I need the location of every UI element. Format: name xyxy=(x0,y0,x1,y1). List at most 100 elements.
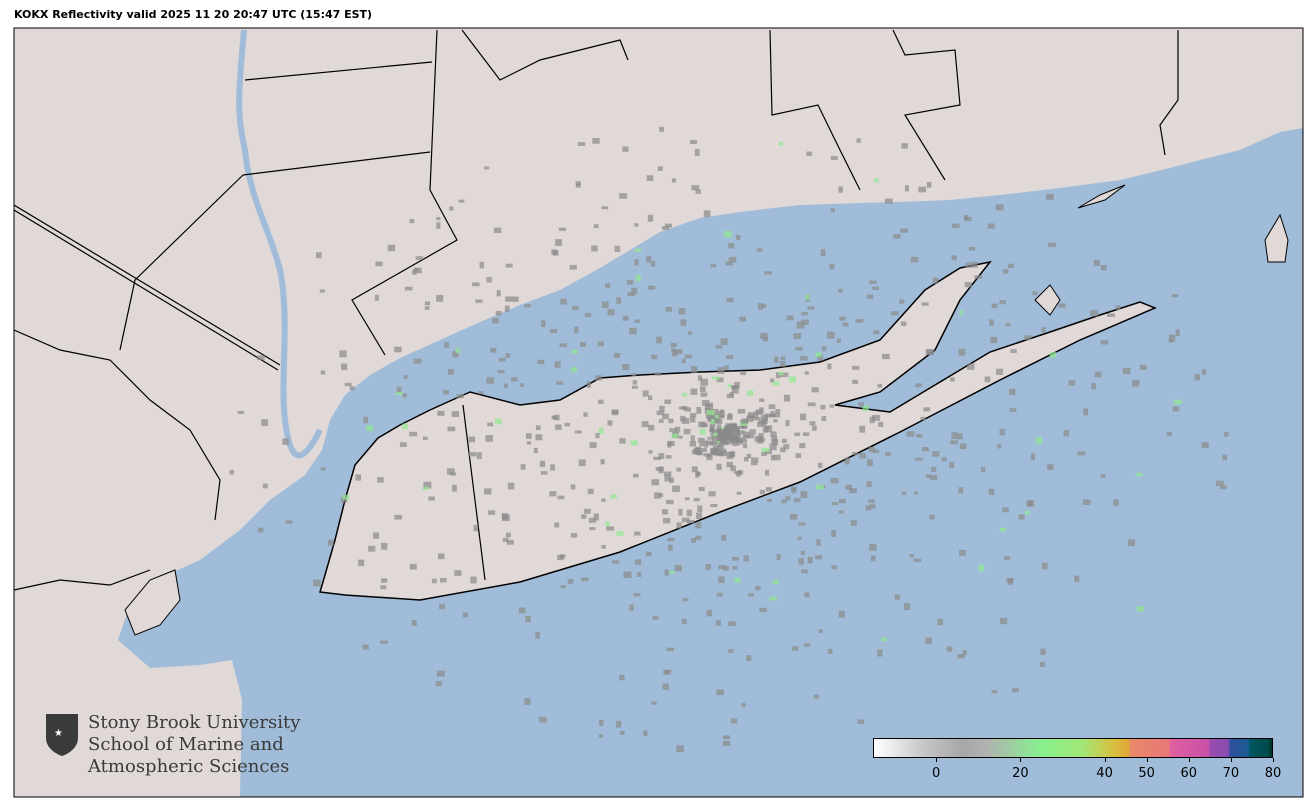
radar-echo xyxy=(665,306,673,312)
radar-echo xyxy=(484,166,490,170)
radar-echo xyxy=(409,563,417,570)
radar-echo xyxy=(479,261,484,269)
radar-echo xyxy=(1194,374,1200,381)
radar-echo xyxy=(830,208,835,213)
radar-echoes xyxy=(229,126,1229,753)
radar-echo xyxy=(661,226,670,230)
radar-echo xyxy=(868,499,875,503)
radar-echo xyxy=(380,585,387,590)
radar-echo xyxy=(671,350,678,357)
radar-echo xyxy=(503,383,509,388)
radar-echo xyxy=(601,206,609,210)
colorbar-tick xyxy=(1104,758,1106,762)
radar-echo xyxy=(949,461,955,469)
radar-echo xyxy=(684,407,691,412)
radar-echo xyxy=(672,485,680,493)
radar-echo xyxy=(1041,327,1046,333)
radar-echo xyxy=(611,409,619,415)
radar-echo xyxy=(893,234,901,239)
radar-echo xyxy=(747,434,755,439)
radar-echo xyxy=(368,545,376,552)
radar-echo xyxy=(599,719,604,726)
radar-echo xyxy=(524,304,531,308)
radar-echo xyxy=(926,181,932,188)
radar-echo xyxy=(700,392,708,397)
radar-echo xyxy=(769,443,777,451)
radar-echo xyxy=(743,431,750,437)
radar-echo xyxy=(759,398,765,402)
radar-echo xyxy=(662,517,671,524)
radar-echo xyxy=(831,530,836,538)
radar-echo xyxy=(730,718,738,724)
radar-echo xyxy=(381,578,388,583)
radar-echo xyxy=(505,532,511,538)
radar-echo xyxy=(773,454,781,461)
radar-echo xyxy=(439,578,447,583)
radar-echo xyxy=(1041,562,1048,570)
radar-echo xyxy=(399,442,407,448)
radar-echo xyxy=(664,474,671,482)
radar-echo xyxy=(801,319,809,325)
radar-echo xyxy=(657,166,663,171)
radar-echo xyxy=(1215,480,1224,487)
radar-echo xyxy=(381,542,388,550)
radar-echo xyxy=(601,498,606,502)
radar-echo xyxy=(422,436,428,440)
radar-echo xyxy=(669,570,675,574)
radar-echo xyxy=(1049,351,1057,358)
radar-echo xyxy=(839,316,846,321)
radar-echo xyxy=(951,255,957,261)
radar-echo xyxy=(656,336,662,344)
radar-echo xyxy=(593,224,599,229)
radar-echo xyxy=(601,301,609,309)
radar-echo xyxy=(424,301,431,306)
radar-echo xyxy=(706,610,713,617)
radar-echo xyxy=(654,492,661,499)
radar-echo xyxy=(715,439,721,444)
radar-echo xyxy=(525,616,531,623)
radar-echo xyxy=(651,354,658,360)
radar-echo xyxy=(758,433,764,439)
radar-echo xyxy=(634,559,642,565)
radar-echo xyxy=(431,578,437,584)
colorbar-tick xyxy=(1230,758,1232,762)
radar-echo xyxy=(1135,472,1143,477)
radar-echo xyxy=(772,381,780,386)
radar-echo xyxy=(678,435,683,439)
radar-echo xyxy=(803,643,811,647)
radar-echo xyxy=(634,319,640,323)
radar-echo xyxy=(929,514,935,520)
radar-echo xyxy=(735,234,741,240)
radar-echo xyxy=(785,496,791,501)
radar-echo xyxy=(799,356,808,361)
radar-echo xyxy=(746,453,752,459)
radar-echo xyxy=(697,375,703,381)
radar-echo xyxy=(555,239,562,246)
radar-echo xyxy=(468,436,476,443)
radar-echo xyxy=(770,455,776,461)
radar-echo xyxy=(1175,329,1180,337)
radar-echo xyxy=(807,402,816,407)
radar-echo xyxy=(726,414,733,420)
radar-echo xyxy=(704,405,713,411)
radar-echo xyxy=(574,326,579,334)
radar-echo xyxy=(894,594,901,600)
radar-echo xyxy=(366,425,374,432)
colorbar-tick xyxy=(1188,758,1190,762)
radar-echo xyxy=(340,497,348,503)
radar-echo xyxy=(395,392,403,396)
radar-echo xyxy=(667,544,673,551)
radar-echo xyxy=(662,413,669,420)
radar-echo xyxy=(999,527,1007,532)
radar-echo xyxy=(535,632,541,639)
radar-echo xyxy=(950,377,955,382)
radar-echo xyxy=(1083,408,1089,416)
radar-echo xyxy=(598,427,604,435)
radar-echo xyxy=(612,560,620,564)
radar-echo xyxy=(726,297,734,303)
colorbar-tick xyxy=(1020,758,1022,762)
radar-echo xyxy=(699,448,707,452)
radar-echo xyxy=(1122,367,1131,375)
radar-echo xyxy=(950,440,958,445)
